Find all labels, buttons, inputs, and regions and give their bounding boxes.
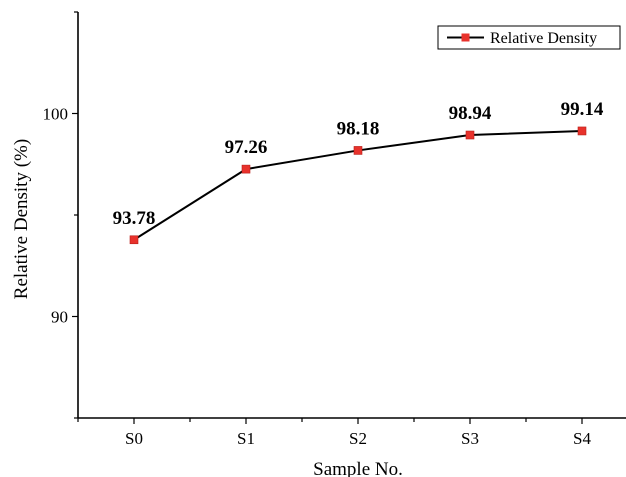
y-tick-label: 100 [43, 105, 69, 124]
data-point-marker [577, 126, 587, 136]
y-axis-ticks: 90 100 [43, 11, 78, 419]
data-label: 98.18 [337, 118, 380, 139]
data-point-marker [129, 235, 139, 245]
data-point-marker [241, 164, 251, 174]
data-point-marker [465, 130, 475, 140]
data-label: 97.26 [225, 137, 268, 158]
x-tick-label: S4 [573, 429, 591, 448]
data-label: 93.78 [113, 208, 156, 229]
legend-box [437, 25, 621, 50]
x-tick-label: S2 [349, 429, 367, 448]
series-relative-density: 93.78 97.26 98.18 98.94 99.14 [113, 99, 604, 245]
data-label: 99.14 [561, 99, 604, 120]
x-tick-label: S3 [461, 429, 479, 448]
legend: Relative Density [437, 25, 621, 50]
y-tick-label: 90 [51, 308, 68, 327]
plot-frame [77, 12, 626, 419]
x-axis-ticks: S0 S1 S2 S3 S4 [77, 418, 591, 448]
legend-marker-square [461, 33, 470, 42]
x-tick-label: S0 [125, 429, 143, 448]
x-tick-label: S1 [237, 429, 255, 448]
data-label: 98.94 [449, 103, 492, 124]
legend-label: Relative Density [490, 30, 597, 47]
y-axis-title: Relative Density (%) [11, 139, 32, 299]
data-point-marker [353, 146, 363, 155]
x-axis-title: Sample No. [313, 459, 403, 477]
